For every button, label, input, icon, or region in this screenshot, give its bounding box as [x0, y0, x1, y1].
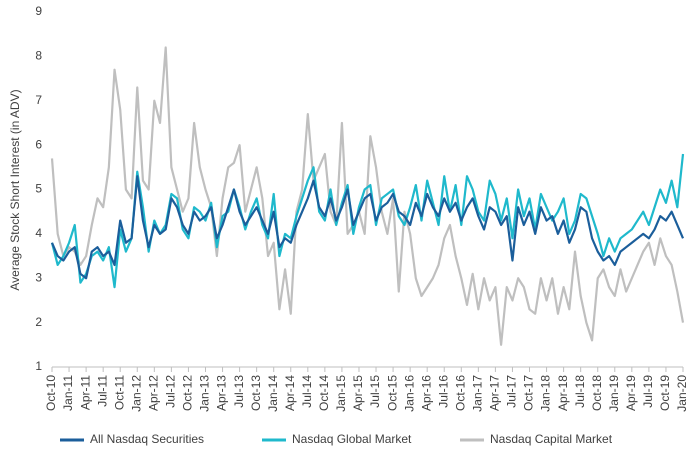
x-tick-label: Apr-18 [556, 375, 570, 411]
x-tick-label: Jan-18 [539, 375, 553, 412]
x-tick-label: Oct-18 [590, 375, 604, 411]
x-tick-label: Oct-17 [522, 375, 536, 411]
x-tick-label: Apr-16 [419, 375, 433, 411]
x-tick-label: Apr-17 [488, 375, 502, 411]
x-tick-label: Apr-19 [624, 375, 638, 411]
x-tick-label: Oct-19 [658, 375, 672, 411]
y-tick-label: 6 [35, 137, 42, 151]
x-tick-label: Apr-12 [146, 375, 160, 411]
x-tick-label: Jan-12 [129, 375, 143, 412]
y-tick-label: 9 [35, 4, 42, 18]
legend-label: Nasdaq Capital Market [490, 432, 613, 446]
y-tick-label: 3 [35, 270, 42, 284]
x-tick-label: Oct-16 [453, 375, 467, 411]
x-tick-label: Apr-13 [215, 375, 229, 411]
x-tick-label: Oct-14 [317, 375, 331, 411]
x-tick-label: Jan-16 [402, 375, 416, 412]
x-tick-label: Jul-12 [164, 375, 178, 408]
series-line [50, 153, 685, 289]
y-tick-label: 4 [35, 226, 42, 240]
y-tick-label: 8 [35, 49, 42, 63]
x-tick-label: Oct-10 [44, 375, 58, 411]
y-tick-label: 7 [35, 93, 42, 107]
x-tick-label: Oct-12 [181, 375, 195, 411]
x-tick-label: Apr-11 [78, 375, 92, 410]
x-tick-label: Apr-15 [351, 375, 365, 411]
y-axis-label: Average Stock Short Interest (in ADV) [8, 89, 22, 290]
x-tick-label: Jul-17 [505, 375, 519, 408]
x-tick-label: Oct-13 [249, 375, 263, 411]
x-tick-label: Jul-15 [368, 375, 382, 408]
x-tick-label: Jan-19 [607, 375, 621, 412]
series-line [50, 46, 685, 346]
x-tick-label: Jul-11 [95, 375, 109, 407]
x-tick-label: Jul-16 [436, 375, 450, 408]
series-line [50, 175, 685, 280]
y-tick-label: 5 [35, 182, 42, 196]
x-tick-label: Jan-20 [675, 375, 689, 412]
x-tick-label: Jul-19 [641, 375, 655, 408]
x-tick-label: Jan-14 [266, 375, 280, 412]
x-tick-label: Jan-17 [471, 375, 485, 412]
y-tick-label: 1 [35, 359, 42, 373]
x-tick-label: Oct-11 [112, 375, 126, 410]
x-tick-label: Jan-15 [334, 375, 348, 412]
x-tick-label: Apr-14 [283, 375, 297, 411]
legend-label: All Nasdaq Securities [90, 432, 204, 446]
x-tick-label: Jul-18 [573, 375, 587, 408]
legend-label: Nasdaq Global Market [292, 432, 412, 446]
x-tick-label: Jul-14 [300, 375, 314, 408]
x-tick-label: Jul-13 [232, 375, 246, 408]
x-tick-label: Jan-13 [198, 375, 212, 412]
x-tick-label: Oct-15 [385, 375, 399, 411]
x-tick-label: Jan-11 [61, 375, 75, 411]
y-tick-label: 2 [35, 315, 42, 329]
